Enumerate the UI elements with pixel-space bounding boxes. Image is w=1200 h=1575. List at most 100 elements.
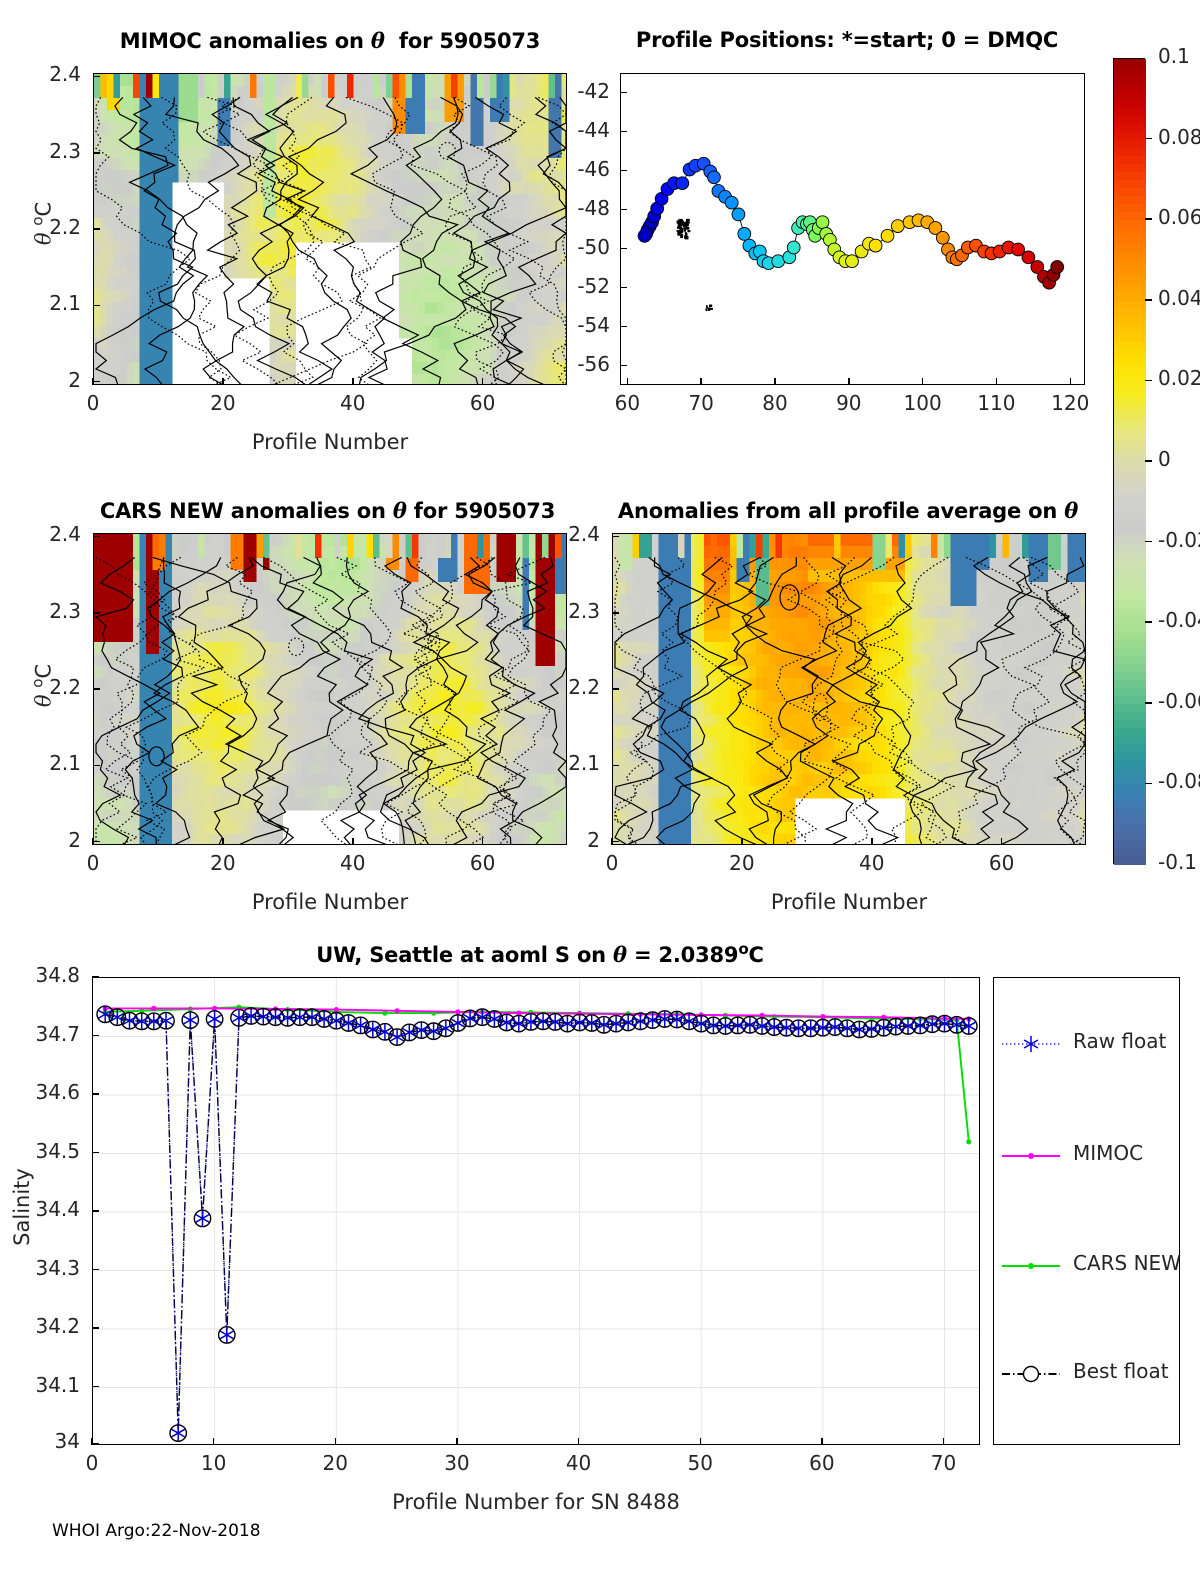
salinity-ytick-label: 34.2	[35, 1314, 80, 1338]
mimoc-xtick	[352, 378, 354, 385]
mimoc-ytick	[92, 152, 100, 154]
anomaly-colorbar[interactable]	[1113, 58, 1146, 865]
map-xtick-label: 110	[977, 391, 1016, 415]
colorbar-tick-label: -0.04	[1158, 608, 1200, 633]
cars-ytick	[92, 840, 100, 843]
profile-positions-map[interactable]	[620, 73, 1085, 385]
cars-xtick	[92, 838, 94, 845]
colorbar-tick-label: 0.04	[1158, 285, 1200, 310]
mimoc-ytick-label: 2.4	[49, 62, 81, 87]
map-ytick-label: -42	[577, 78, 610, 103]
cars-ytick	[92, 764, 100, 767]
map-xtick	[848, 378, 850, 385]
salinity-ytick-label: 34.4	[35, 1197, 80, 1221]
salinity-ytick	[91, 1151, 99, 1154]
allavg-ytick-label: 2.2	[568, 675, 600, 699]
cars-ytick-label: 2.3	[49, 598, 81, 623]
map-ytick	[619, 208, 627, 211]
colorbar-tick-label: -0.08	[1158, 769, 1200, 794]
positions-panel-title: Profile Positions: *=start; 0 = DMQC	[635, 28, 1059, 52]
colorbar-tick-label: -0.1	[1158, 850, 1198, 874]
allavg-ytick	[611, 764, 619, 767]
map-ytick-label: -44	[577, 117, 610, 142]
map-ytick	[619, 91, 627, 94]
salinity-xtick-label: 10	[200, 1451, 227, 1475]
mimoc-anomaly-plot[interactable]	[93, 73, 567, 385]
salinity-ytick	[91, 1093, 99, 1095]
legend-label-best-float: Best float	[1073, 1359, 1169, 1383]
map-ytick	[619, 247, 627, 250]
map-xtick-label: 90	[836, 391, 862, 415]
mimoc-xtick	[222, 378, 224, 385]
colorbar-tick	[1145, 299, 1152, 301]
salinity-ytick-label: 34.5	[35, 1138, 80, 1163]
cars-ytick-label: 2	[68, 827, 81, 852]
map-ytick	[619, 364, 627, 367]
map-xtick	[774, 378, 776, 385]
colorbar-tick	[1145, 782, 1152, 785]
allavg-ytick	[611, 612, 619, 614]
colorbar-tick-label: 0.08	[1158, 124, 1200, 149]
salinity-xtick	[821, 1438, 823, 1445]
colorbar-tick	[1145, 137, 1152, 140]
cars-ytick	[92, 612, 100, 614]
allavg-xlabel: Profile Number	[770, 890, 928, 914]
salinity-ytick	[91, 1443, 99, 1445]
salinity-xtick	[699, 1438, 702, 1445]
mimoc-xtick-label: 0	[86, 391, 100, 415]
map-xtick-label: 120	[1051, 391, 1090, 415]
map-ytick-label: -56	[577, 351, 610, 376]
mimoc-xtick	[481, 378, 484, 385]
salinity-xtick	[91, 1438, 93, 1445]
map-xtick-label: 70	[688, 391, 714, 415]
salinity-xtick	[212, 1438, 215, 1445]
colorbar-tick-label: -0.06	[1158, 688, 1200, 713]
allavg-xtick	[741, 838, 743, 845]
salinity-xlabel: Profile Number for SN 8488	[392, 1490, 680, 1514]
map-xtick-label: 100	[903, 391, 942, 415]
allavg-xtick	[871, 838, 873, 845]
mimoc-xlabel: Profile Number	[251, 430, 409, 454]
salinity-ytick-label: 34	[54, 1429, 80, 1453]
salinity-xtick-label: 70	[930, 1451, 957, 1475]
map-ytick-label: -52	[577, 273, 610, 298]
colorbar-tick-label: 0.02	[1158, 366, 1200, 391]
cars-anomaly-plot[interactable]	[93, 533, 567, 845]
map-xtick	[700, 378, 702, 385]
cars-xtick-label: 0	[86, 851, 100, 875]
salinity-xtick	[334, 1438, 337, 1445]
mimoc-ytick	[92, 304, 100, 307]
cars-xtick	[352, 838, 354, 845]
allavg-xtick-label: 40	[858, 851, 885, 875]
salinity-ytick	[91, 1327, 99, 1329]
colorbar-tick-label: -0.02	[1158, 527, 1200, 552]
mimoc-xtick-label: 60	[469, 391, 496, 415]
map-ytick	[619, 325, 627, 328]
allavg-ytick	[611, 688, 619, 690]
cars-xtick	[222, 838, 224, 845]
allavg-xtick-label: 0	[605, 851, 619, 875]
colorbar-tick	[1145, 621, 1152, 623]
cars-panel-title: CARS NEW anomalies on θ for 5905073	[99, 498, 556, 523]
allavg-xtick	[1000, 838, 1003, 845]
map-ytick-label: -48	[577, 195, 610, 220]
legend-label-raw-float: Raw float	[1073, 1029, 1167, 1053]
cars-ytick-label: 2.2	[49, 675, 81, 699]
salinity-plot[interactable]	[92, 977, 980, 1445]
mimoc-ytick	[92, 75, 100, 78]
salinity-ytick	[91, 1034, 99, 1037]
map-ytick	[619, 169, 627, 172]
mimoc-xtick-label: 40	[339, 391, 366, 415]
allavg-ytick	[611, 535, 619, 538]
allavg-ytick	[611, 840, 619, 843]
salinity-ytick-label: 34.6	[35, 1080, 80, 1104]
colorbar-tick	[1145, 379, 1152, 382]
map-xtick-label: 80	[762, 391, 788, 415]
salinity-xtick	[456, 1438, 458, 1445]
allavg-ytick-label: 2.1	[568, 751, 600, 776]
allavg-anomaly-plot[interactable]	[612, 533, 1086, 845]
map-xtick-label: 60	[614, 391, 641, 415]
mimoc-ytick	[92, 380, 100, 383]
map-ytick-label: -54	[577, 312, 610, 337]
